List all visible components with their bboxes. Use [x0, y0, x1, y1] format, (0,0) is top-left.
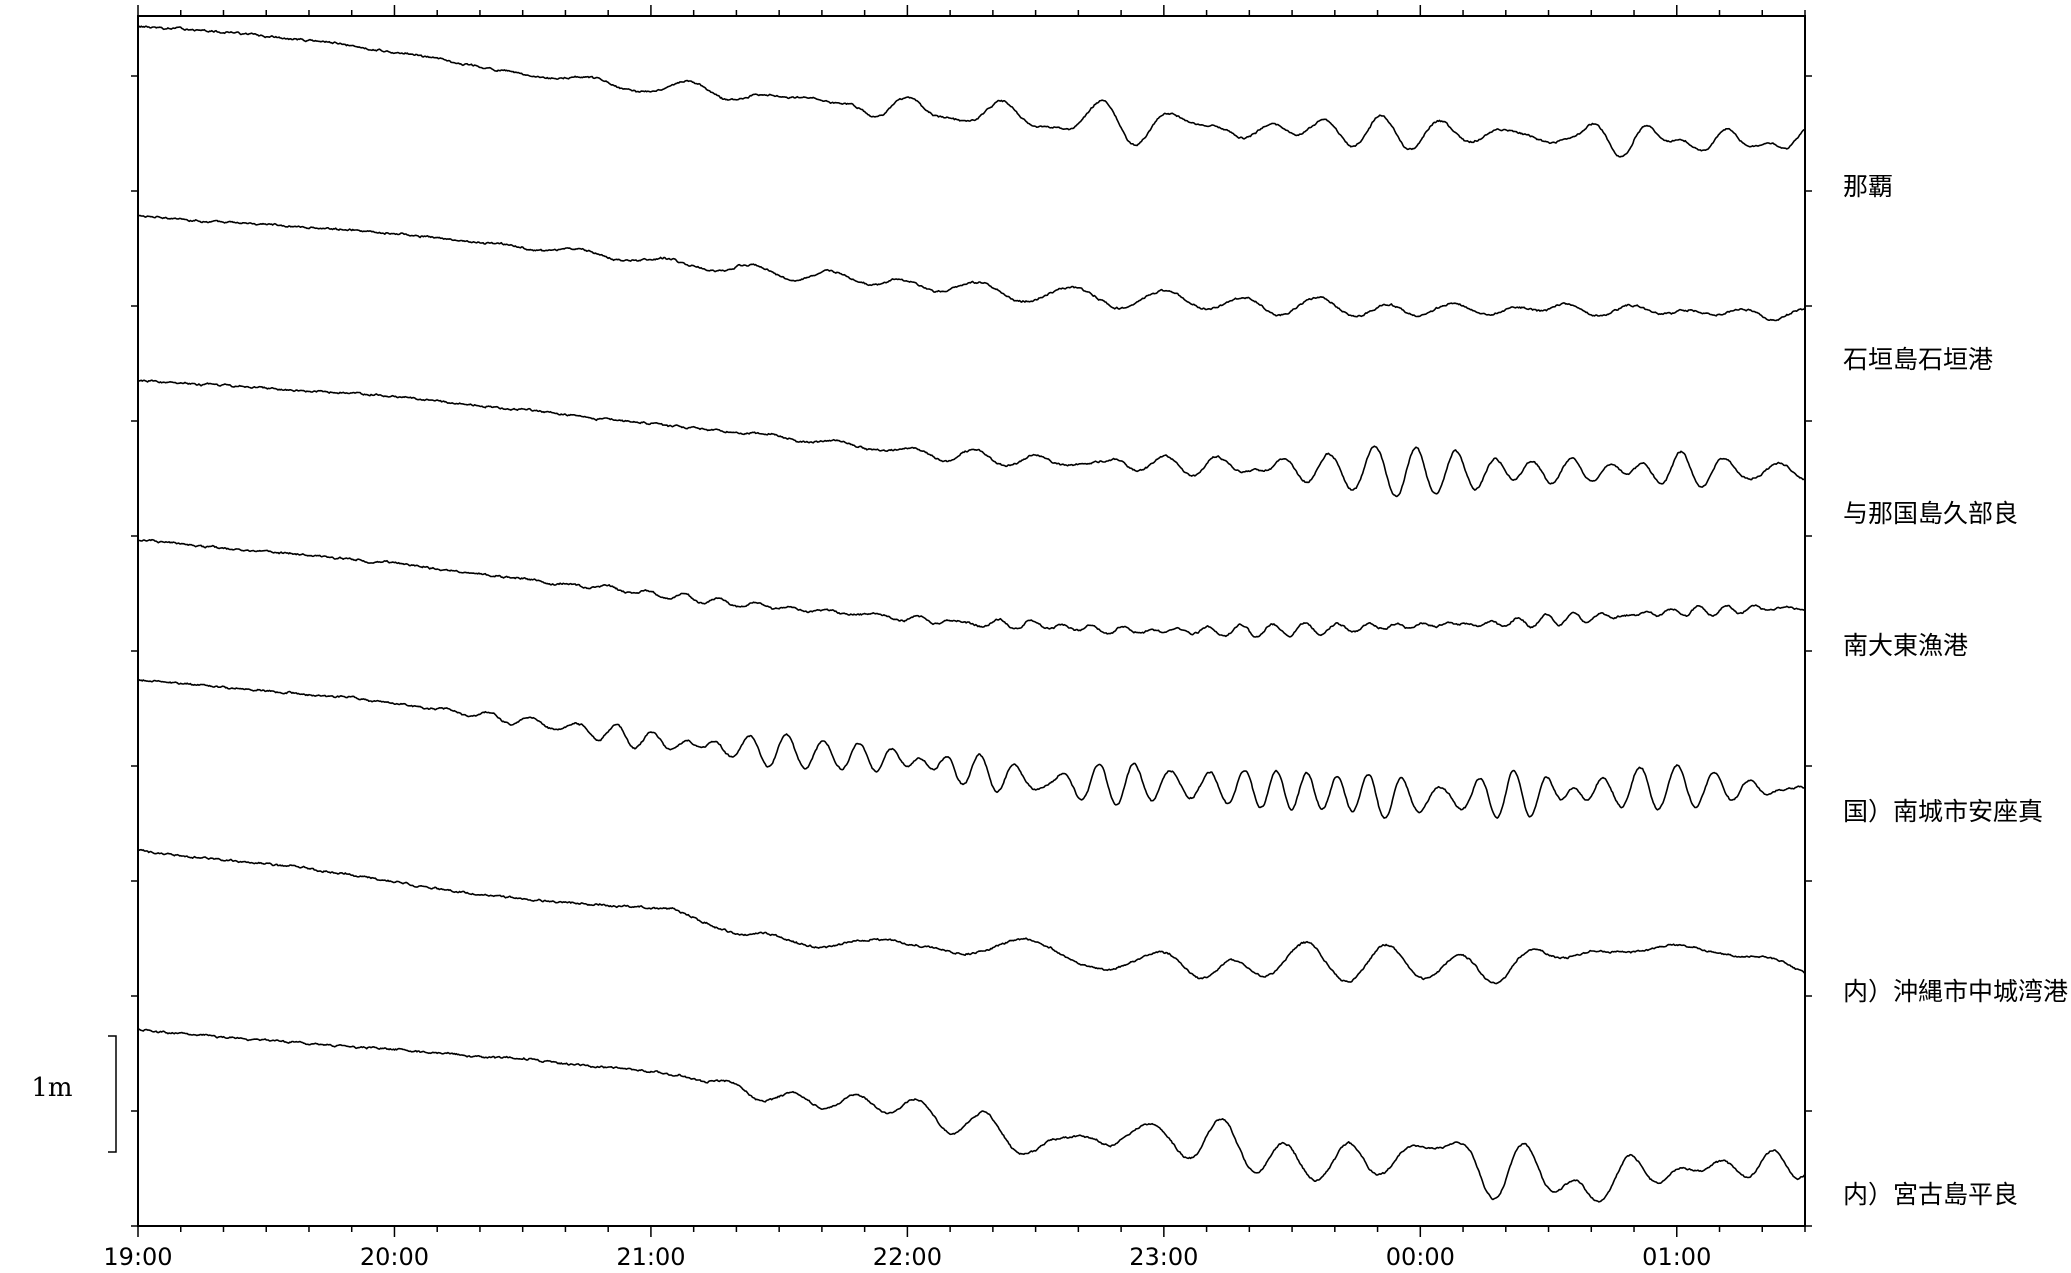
- x-tick-label-6: 01:00: [1642, 1243, 1711, 1271]
- station-label-0: 那覇: [1843, 172, 1893, 201]
- top-axis-ticks: [137, 5, 1806, 16]
- right-axis-ticks: [1805, 75, 1812, 1227]
- x-tick-label-3: 22:00: [873, 1243, 942, 1271]
- series-line-1: [137, 214, 1806, 322]
- x-tick-label-0: 19:00: [103, 1243, 172, 1271]
- left-axis-ticks: [131, 75, 138, 1227]
- x-tick-label-2: 21:00: [616, 1243, 685, 1271]
- station-label-3: 南大東漁港: [1843, 631, 1968, 660]
- x-tick-labels: 19:00 20:00 21:00 22:00 23:00 00:00 01:00: [103, 1243, 1711, 1271]
- scale-bar-label: 1m: [31, 1073, 72, 1103]
- x-tick-label-4: 23:00: [1129, 1243, 1198, 1271]
- plot-frame: [137, 15, 1806, 1227]
- series-line-2: [137, 379, 1806, 498]
- x-tick-label-5: 00:00: [1386, 1243, 1455, 1271]
- station-labels: 那覇石垣島石垣港与那国島久部良南大東漁港国）南城市安座真内）沖縄市中城湾港内）宮…: [1843, 172, 2068, 1209]
- station-label-6: 内）宮古島平良: [1843, 1180, 2018, 1209]
- station-label-5: 内）沖縄市中城湾港: [1843, 977, 2068, 1006]
- scale-bar-bracket: [108, 1035, 117, 1153]
- bottom-axis-ticks: [137, 1226, 1806, 1237]
- series-lines: [137, 25, 1806, 1203]
- scale-bar: 1m: [31, 1035, 117, 1153]
- series-line-6: [137, 1028, 1806, 1203]
- x-tick-label-1: 20:00: [360, 1243, 429, 1271]
- station-label-1: 石垣島石垣港: [1843, 345, 1993, 374]
- series-line-3: [137, 538, 1806, 638]
- station-label-2: 与那国島久部良: [1843, 499, 2018, 528]
- series-line-4: [137, 679, 1806, 819]
- station-label-4: 国）南城市安座真: [1843, 797, 2043, 826]
- series-line-0: [137, 25, 1806, 158]
- series-line-5: [137, 848, 1806, 985]
